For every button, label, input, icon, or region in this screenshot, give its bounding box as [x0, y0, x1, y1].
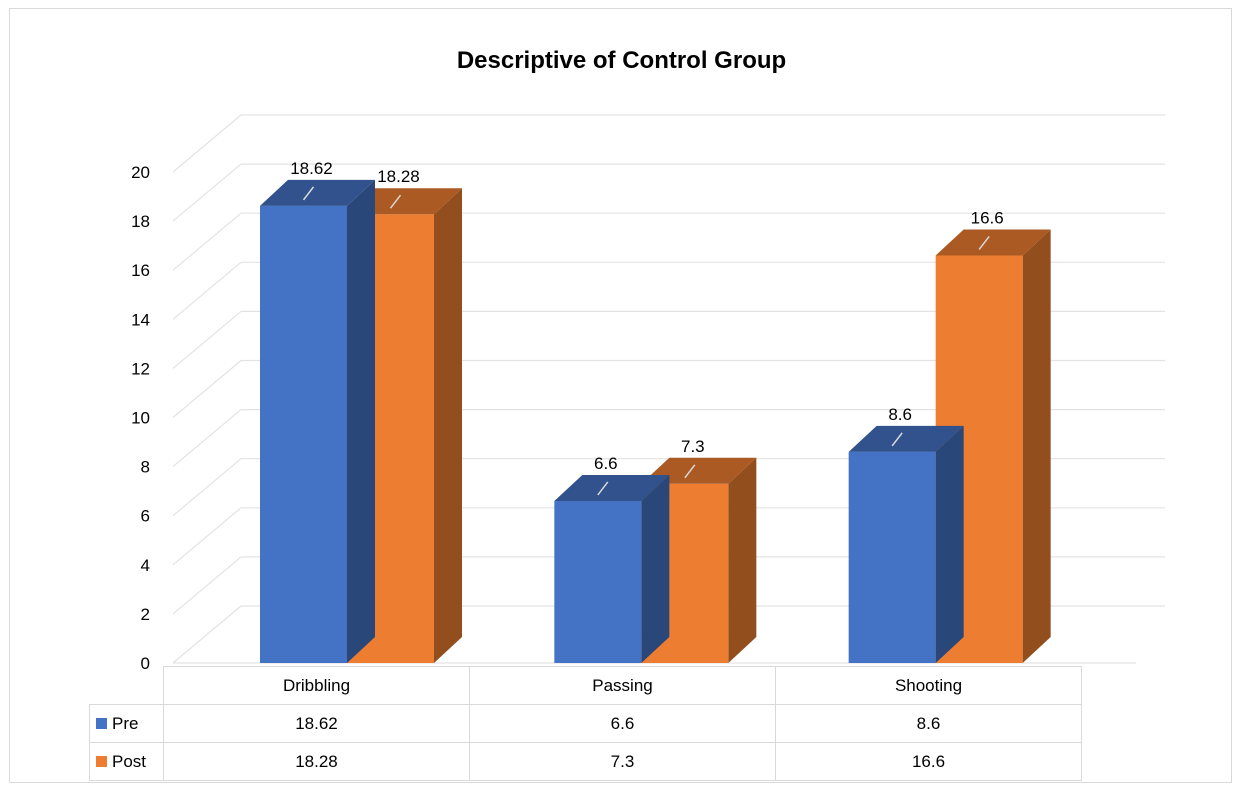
y-tick-label: 10 [131, 409, 150, 428]
gridline-diagonal [172, 605, 242, 664]
y-tick-label: 4 [141, 556, 150, 575]
bar-side-post-dribbling [434, 188, 462, 663]
category-header-passing: Passing [469, 666, 776, 705]
data-label-leader [684, 464, 696, 479]
data-label-pre-dribbling: 18.62 [290, 159, 333, 178]
bar-top-pre-shooting [848, 425, 964, 452]
bar-top-pre-passing [554, 474, 670, 501]
data-table-corner [89, 666, 164, 705]
y-tick-label: 16 [131, 261, 150, 280]
y-tick-label: 2 [141, 605, 150, 624]
table-cell-pre-passing: 6.6 [469, 704, 776, 743]
gridline-diagonal [172, 212, 242, 271]
bar-pre-passing [554, 500, 642, 663]
y-tick-label: 8 [141, 458, 150, 477]
bar-side-pre-passing [641, 474, 670, 663]
data-table-row-post: Post 18.28 7.3 16.6 [89, 742, 1082, 781]
bars: 18.28 18.62 7.3 6.6 16.6 8.6 [260, 159, 1051, 663]
y-tick-label: 18 [131, 212, 150, 231]
table-cell-pre-shooting: 8.6 [775, 704, 1082, 743]
bar-top-post-dribbling [347, 188, 462, 215]
data-label-post-dribbling: 18.28 [377, 167, 420, 186]
legend-entry-post: Post [89, 742, 164, 781]
data-table-row-pre: Pre 18.62 6.6 8.6 [89, 704, 1082, 743]
gridline-diagonal [172, 163, 242, 222]
data-label-leader [978, 236, 990, 250]
gridline-diagonal [172, 310, 242, 369]
table-cell-pre-dribbling: 18.62 [163, 704, 470, 743]
legend-label-post: Post [112, 751, 147, 771]
category-header-dribbling: Dribbling [163, 666, 470, 705]
data-label-leader [891, 432, 903, 447]
bar-side-pre-dribbling [347, 179, 375, 663]
y-tick-label: 0 [141, 654, 150, 673]
gridline-diagonal [172, 360, 242, 418]
gridline-diagonal [172, 556, 242, 615]
bar-top-post-shooting [935, 229, 1051, 256]
chart-title: Descriptive of Control Group [456, 47, 787, 74]
legend-swatch-post [96, 755, 107, 767]
data-label-leader [389, 194, 402, 209]
gridline-diagonal [172, 114, 242, 173]
table-cell-post-dribbling: 18.28 [163, 742, 470, 781]
data-table: Dribbling Passing Shooting Pre 18.62 6.6… [89, 666, 1082, 781]
data-label-leader [597, 481, 609, 496]
gridline-diagonal [172, 458, 242, 517]
bar-pre-shooting [848, 451, 936, 663]
data-label-leader [302, 186, 315, 201]
bar-side-post-passing [728, 457, 757, 663]
data-label-pre-passing: 6.6 [594, 454, 618, 473]
legend-label-pre: Pre [112, 713, 139, 733]
table-cell-post-shooting: 16.6 [775, 742, 1082, 781]
data-label-post-shooting: 16.6 [971, 208, 1004, 227]
bar-top-post-passing [641, 457, 757, 484]
bar-side-pre-shooting [935, 425, 964, 663]
y-tick-label: 12 [131, 359, 150, 378]
legend-swatch-pre [96, 717, 107, 729]
legend-entry-pre: Pre [89, 704, 164, 743]
category-header-shooting: Shooting [775, 666, 1082, 705]
table-cell-post-passing: 7.3 [469, 742, 776, 781]
data-label-post-passing: 7.3 [681, 437, 705, 456]
bar-top-pre-dribbling [260, 179, 375, 206]
bar-side-post-shooting [1022, 229, 1051, 663]
y-tick-label: 14 [131, 310, 150, 329]
y-tick-label: 6 [141, 507, 150, 526]
gridline-diagonal [172, 507, 242, 566]
data-label-pre-shooting: 8.6 [888, 405, 912, 424]
bar-pre-dribbling [260, 205, 347, 663]
gridline-diagonal [172, 261, 242, 320]
gridline-diagonal [172, 409, 242, 468]
data-table-header-row: Dribbling Passing Shooting [89, 666, 1082, 705]
y-tick-label: 20 [131, 163, 150, 182]
